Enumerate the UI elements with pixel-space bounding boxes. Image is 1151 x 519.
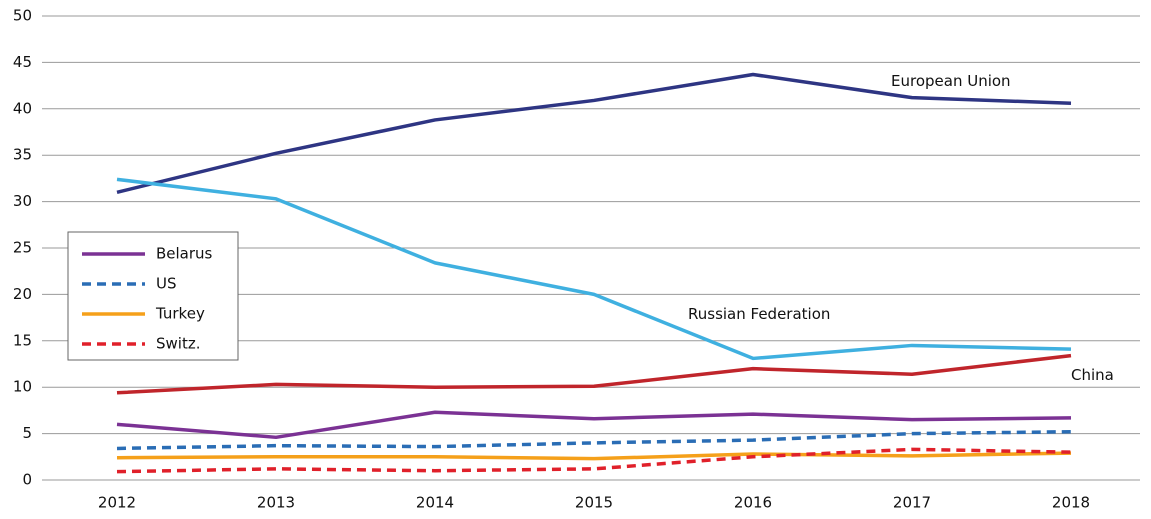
y-tick-label: 50 [13,7,32,25]
series-line [116,429,1072,451]
y-tick-label: 10 [13,378,32,396]
legend-box [67,231,239,361]
y-tick-label: 30 [13,192,32,210]
y-tick-label: 0 [22,471,32,489]
series-line [116,353,1072,395]
series-label: China [1071,366,1114,384]
x-tick-label: 2018 [1052,494,1090,512]
y-tick-label: 5 [22,424,32,442]
y-tick-label: 15 [13,331,32,349]
series-label: European Union [891,72,1011,90]
x-tick-label: 2013 [257,494,295,512]
series-line [116,451,1072,461]
y-tick-label: 45 [13,53,32,71]
legend-label: Turkey [155,305,205,323]
series-line [116,177,1072,361]
series-line [116,410,1072,440]
legend-label: US [156,275,177,293]
y-tick-label: 40 [13,99,32,117]
series-line [116,447,1072,474]
legend-label: Switz. [156,335,200,353]
y-tick-label: 25 [13,239,32,257]
legend-label: Belarus [156,245,213,263]
y-tick-label: 20 [13,285,32,303]
series-label: Russian Federation [688,305,830,323]
series-line [116,72,1072,195]
x-tick-label: 2014 [416,494,454,512]
x-tick-label: 2015 [575,494,613,512]
x-tick-label: 2017 [893,494,931,512]
x-tick-label: 2012 [98,494,136,512]
x-tick-label: 2016 [734,494,772,512]
y-tick-label: 35 [13,146,32,164]
